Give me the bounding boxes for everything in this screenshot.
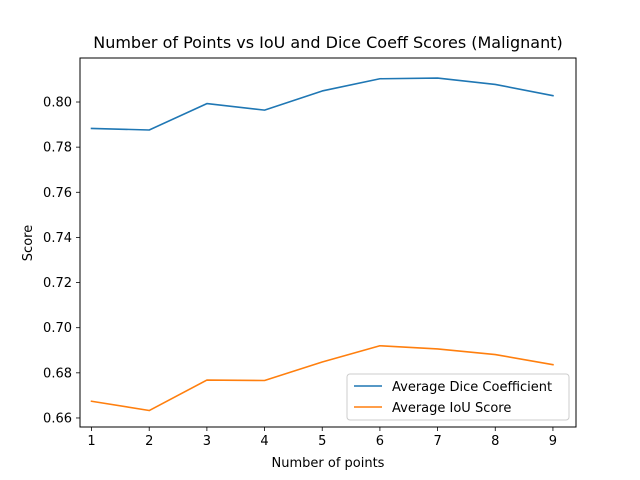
x-tick-label: 5	[318, 434, 326, 449]
x-tick-label: 4	[260, 434, 268, 449]
y-tick-label: 0.72	[43, 276, 72, 291]
series-line-1	[90, 344, 554, 412]
y-tick-label: 0.78	[43, 141, 72, 156]
x-axis-label: Number of points	[272, 456, 385, 471]
x-tick-label: 6	[376, 434, 384, 449]
x-tick-label: 2	[145, 434, 153, 449]
y-tick-label: 0.76	[43, 186, 72, 201]
legend-label-dice: Average Dice Coefficient	[392, 380, 552, 395]
y-axis-ticks: 0.66 0.68 0.70 0.72 0.74 0.76 0.78 0.80	[43, 96, 80, 426]
x-tick-label: 9	[549, 434, 557, 449]
chart-title: Number of Points vs IoU and Dice Coeff S…	[93, 33, 563, 52]
y-tick-label: 0.66	[43, 411, 72, 426]
x-tick-label: 8	[491, 434, 499, 449]
legend-box	[346, 373, 570, 421]
x-tick-label: 7	[433, 434, 441, 449]
y-tick-label: 0.68	[43, 366, 72, 381]
plot-area-frame	[79, 57, 577, 428]
plot-lines	[90, 77, 554, 412]
y-tick-label: 0.80	[43, 96, 72, 111]
x-tick-label: 3	[203, 434, 211, 449]
x-axis-ticks: 1 2 3 4 5 6 7 8 9	[87, 427, 557, 449]
legend: Average Dice Coefficient Average IoU Sco…	[346, 373, 570, 421]
legend-label-iou: Average IoU Score	[392, 401, 511, 416]
y-tick-label: 0.74	[43, 231, 72, 246]
x-tick-label: 1	[87, 434, 95, 449]
y-axis-label: Score	[21, 225, 36, 261]
y-tick-label: 0.70	[43, 321, 72, 336]
series-line-0	[90, 77, 554, 131]
